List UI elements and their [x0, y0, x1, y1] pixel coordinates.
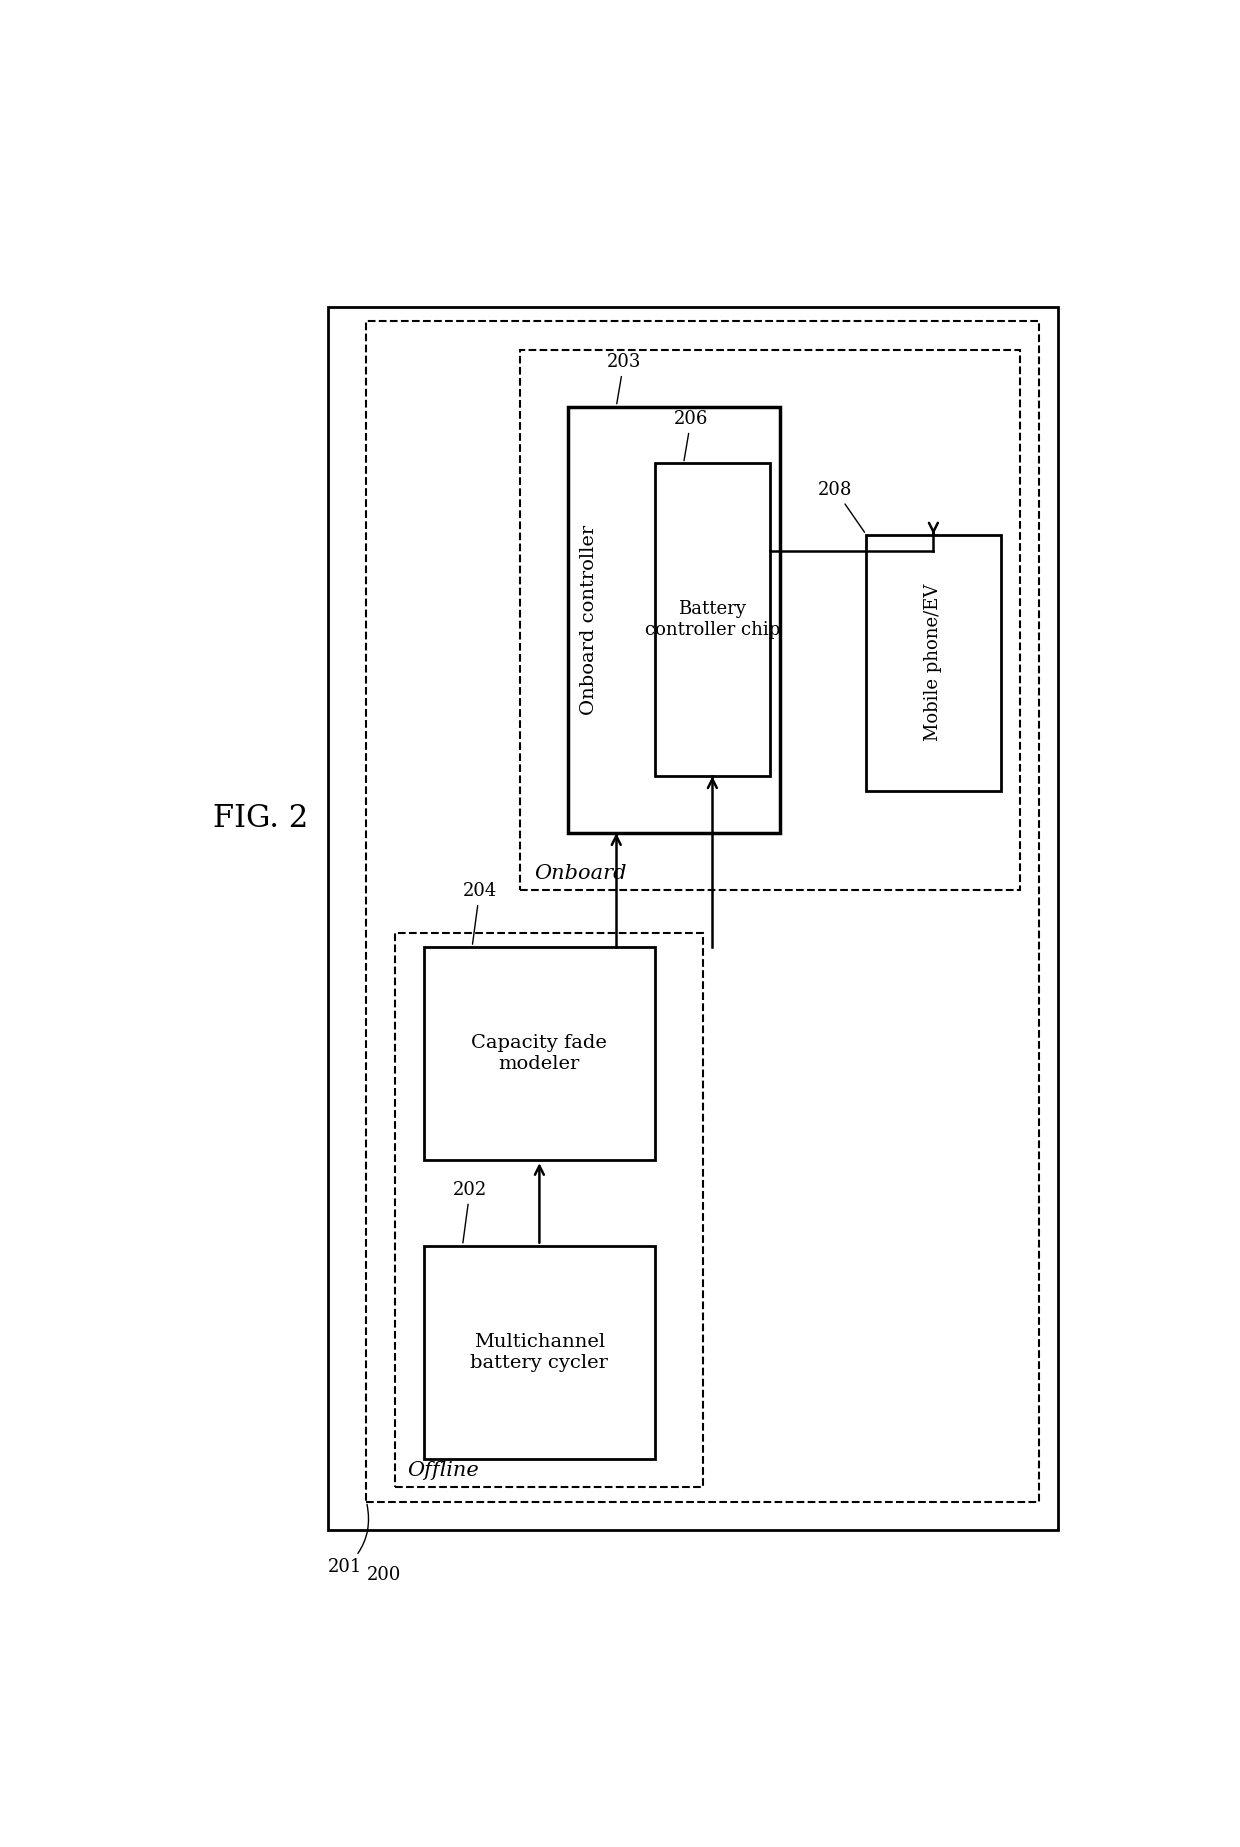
- Text: FIG. 2: FIG. 2: [213, 803, 308, 835]
- Text: 204: 204: [463, 883, 497, 944]
- Text: Offline: Offline: [407, 1461, 479, 1479]
- Text: Multichannel
battery cycler: Multichannel battery cycler: [470, 1334, 609, 1372]
- Text: 203: 203: [606, 353, 641, 404]
- Text: 202: 202: [453, 1180, 487, 1243]
- Bar: [327, 307, 1059, 1529]
- Bar: [424, 948, 655, 1160]
- Bar: [521, 349, 1021, 890]
- Bar: [866, 534, 1001, 791]
- Bar: [367, 321, 1039, 1502]
- Text: Onboard: Onboard: [534, 864, 627, 883]
- Text: 201: 201: [327, 1503, 368, 1577]
- Text: Capacity fade
modeler: Capacity fade modeler: [471, 1034, 608, 1073]
- Text: Mobile phone/EV: Mobile phone/EV: [924, 584, 942, 741]
- Text: 208: 208: [818, 480, 864, 532]
- Bar: [424, 1245, 655, 1459]
- Text: 206: 206: [675, 410, 708, 460]
- Bar: [568, 406, 780, 833]
- Bar: [655, 464, 770, 776]
- Bar: [396, 933, 703, 1487]
- Text: 200: 200: [367, 1566, 401, 1583]
- Text: Battery
controller chip: Battery controller chip: [645, 600, 780, 639]
- Text: Onboard controller: Onboard controller: [580, 525, 599, 715]
